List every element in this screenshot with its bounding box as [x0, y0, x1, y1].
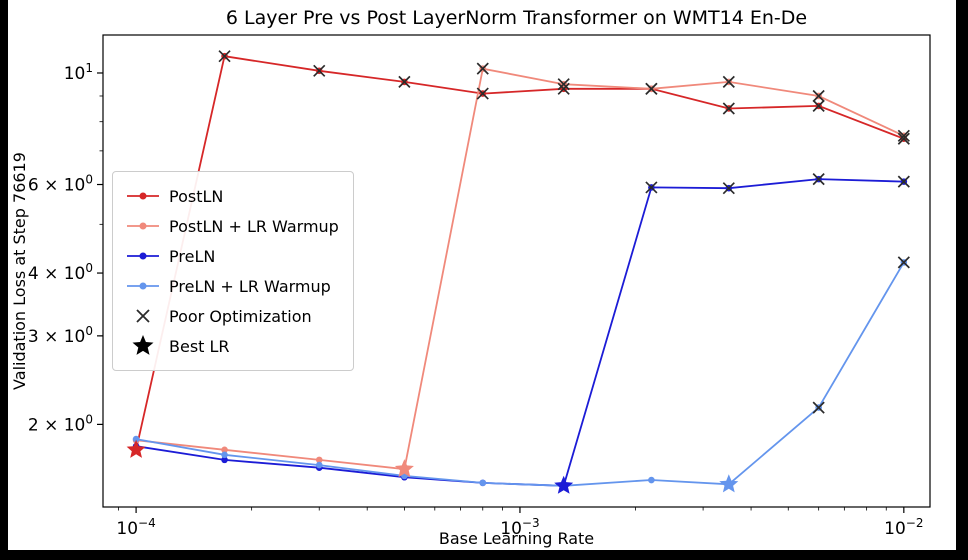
legend-item: Poor Optimization: [123, 301, 339, 331]
legend-item: PreLN + LR Warmup: [123, 271, 339, 301]
legend: PostLN PostLN + LR Warmup PreLN PreLN + LR …: [112, 171, 354, 371]
svg-text:10−4: 10−4: [116, 516, 155, 539]
x-marker-icon: [123, 307, 163, 325]
legend-item: PostLN + LR Warmup: [123, 211, 339, 241]
legend-label: Best LR: [169, 336, 230, 356]
legend-label: PostLN + LR Warmup: [169, 216, 339, 236]
legend-label: PreLN + LR Warmup: [169, 276, 331, 296]
legend-item: Best LR: [123, 331, 339, 361]
svg-text:10−2: 10−2: [884, 516, 923, 539]
legend-item: PreLN: [123, 241, 339, 271]
line-marker-icon: [123, 218, 163, 234]
line-marker-icon: [123, 278, 163, 294]
svg-text:4 × 100: 4 × 100: [28, 261, 93, 284]
svg-text:6 × 100: 6 × 100: [28, 173, 93, 196]
chart-title: 6 Layer Pre vs Post LayerNorm Transforme…: [225, 7, 808, 29]
legend-item: PostLN: [123, 181, 339, 211]
x-axis-label: Base Learning Rate: [438, 529, 595, 548]
y-axis-label: Validation Loss at Step 76619: [10, 152, 29, 390]
star-icon: [123, 334, 163, 358]
svg-text:2 × 100: 2 × 100: [28, 412, 93, 435]
line-marker-icon: [123, 248, 163, 264]
svg-text:101: 101: [64, 61, 93, 84]
line-marker-icon: [123, 188, 163, 204]
legend-label: PreLN: [169, 246, 216, 266]
legend-label: Poor Optimization: [169, 306, 312, 326]
svg-text:3 × 100: 3 × 100: [28, 324, 93, 347]
svg-text:10−3: 10−3: [500, 516, 539, 539]
legend-label: PostLN: [169, 186, 224, 206]
